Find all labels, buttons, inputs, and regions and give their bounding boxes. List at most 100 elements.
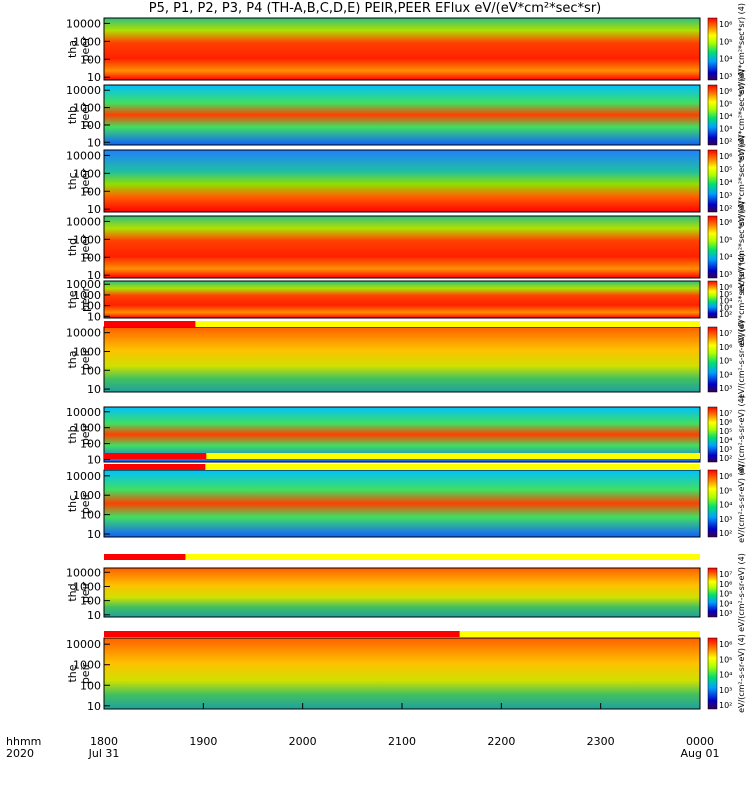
spectrogram-panel-thc-peir xyxy=(104,470,700,537)
colorbar xyxy=(707,637,718,710)
mode-bar-red xyxy=(104,453,207,459)
colorbar-tick-label: 10⁴ xyxy=(719,436,732,445)
panel-label-type: peer xyxy=(79,102,92,128)
colorbar-label: eV/(eV*cm²*sec*sr) (4) xyxy=(737,69,746,161)
x-tick-label: 2000 xyxy=(289,735,317,748)
x-tick-label: 2200 xyxy=(487,735,515,748)
colorbar-tick-label: 10⁴ xyxy=(719,671,732,680)
colorbar xyxy=(707,17,718,81)
colorbar-label: eV/(eV*cm²*sec*sr) (4) xyxy=(737,254,746,346)
x-axis-year-label: 2020 xyxy=(6,747,34,760)
colorbar xyxy=(707,280,718,319)
colorbar-tick-label: 10⁵ xyxy=(719,100,732,109)
y-tick-label: 10 xyxy=(87,136,101,149)
colorbar-tick-label: 10⁶ xyxy=(719,418,732,427)
colorbar-tick-label: 10⁷ xyxy=(719,329,732,338)
colorbar-label: eV/(eV*cm²*sec*sr) (4) xyxy=(737,3,746,95)
x-tick-label: 2300 xyxy=(587,735,615,748)
colorbar-tick-label: 10² xyxy=(719,310,732,319)
colorbar-tick-label: 10⁵ xyxy=(719,235,732,244)
y-tick-label: 10 xyxy=(87,454,101,467)
colorbar-tick-label: 10⁶ xyxy=(719,152,732,161)
mode-bar-red xyxy=(104,464,206,470)
panel-label-probe: tha xyxy=(66,40,79,58)
panel-frame xyxy=(103,215,701,279)
colorbar-tick-label: 10⁴ xyxy=(719,501,732,510)
spectrogram-panel-the-peer xyxy=(104,281,700,318)
y-tick-label: 1000 xyxy=(73,102,101,115)
y-tick-label: 1000 xyxy=(73,35,101,48)
y-tick-label: 10000 xyxy=(66,470,101,483)
colorbar xyxy=(707,567,718,618)
colorbar-tick-label: 10⁶ xyxy=(719,20,732,29)
panel-label-probe: thc xyxy=(66,495,79,512)
y-tick-label: 10000 xyxy=(66,278,101,291)
x-tick-label: 2100 xyxy=(388,735,416,748)
spectrogram-panel-tha-peer xyxy=(104,18,700,80)
x-tick-label: 0000 xyxy=(686,735,714,748)
colorbar-tick-label: 10³ xyxy=(719,303,732,312)
colorbar-tick-label: 10⁴ xyxy=(719,599,732,608)
panel-label-probe: tha xyxy=(66,350,79,368)
panel-label-probe: thb xyxy=(66,425,79,443)
panel-frame xyxy=(103,280,701,319)
panel-frame xyxy=(103,406,701,463)
panel-label-probe: thd xyxy=(66,583,79,601)
panel-label-type: peir xyxy=(79,581,92,603)
colorbar-tick-label: 10² xyxy=(719,454,732,463)
colorbar-label: eV/(eV*cm²*sec*sr) (4) xyxy=(737,201,746,293)
colorbar-tick-label: 10⁵ xyxy=(719,486,732,495)
panel-label-type: peer xyxy=(79,168,92,194)
panel-label-probe: thd xyxy=(66,238,79,256)
y-tick-label: 10 xyxy=(87,609,101,622)
y-tick-label: 1000 xyxy=(73,345,101,358)
x-tick-label: 1900 xyxy=(189,735,217,748)
y-tick-label: 100 xyxy=(80,53,101,66)
y-tick-label: 10000 xyxy=(66,566,101,579)
mode-bar-red xyxy=(104,554,186,560)
colorbar xyxy=(707,215,718,279)
y-tick-label: 10000 xyxy=(66,17,101,30)
colorbar-tick-label: 10⁴ xyxy=(719,370,732,379)
mode-bar-yellow xyxy=(104,453,700,459)
panel-label-type: peir xyxy=(79,662,92,684)
colorbar-tick-label: 10³ xyxy=(719,270,732,279)
colorbar-label: eV/(cm²-s-sr-eV) (4) xyxy=(737,320,746,399)
colorbar xyxy=(707,84,718,146)
y-tick-label: 10 xyxy=(87,71,101,84)
colorbar-tick-label: 10³ xyxy=(719,72,732,81)
mode-bar-yellow xyxy=(104,464,700,470)
colorbar-tick-label: 10⁵ xyxy=(719,655,732,664)
y-tick-label: 10 xyxy=(87,700,101,713)
colorbar-label: eV/(eV*cm²*sec*sr) (4) xyxy=(737,135,746,227)
y-tick-label: 1000 xyxy=(73,489,101,502)
y-tick-label: 100 xyxy=(80,251,101,264)
colorbar-tick-label: 10⁶ xyxy=(719,343,732,352)
colorbar-tick-label: 10⁵ xyxy=(719,290,732,299)
panel-frame xyxy=(103,17,701,81)
panel-label-probe: thc xyxy=(66,172,79,189)
spectrogram-panel-thc-peer xyxy=(104,150,700,212)
colorbar xyxy=(707,149,718,213)
spectrogram-panel-tha-peir xyxy=(104,327,700,392)
colorbar-tick-label: 10⁶ xyxy=(719,87,732,96)
colorbar-tick-label: 10⁴ xyxy=(719,253,732,262)
colorbar-label: eV/(cm²-s-sr-eV) (4) xyxy=(737,634,746,713)
colorbar xyxy=(707,406,718,463)
panel-label-type: peer xyxy=(79,287,92,313)
y-tick-label: 10000 xyxy=(66,327,101,340)
y-tick-label: 10 xyxy=(87,269,101,282)
panel-label-type: peir xyxy=(79,492,92,514)
y-tick-label: 1000 xyxy=(73,289,101,302)
spectrogram-panel-thb-peer xyxy=(104,85,700,145)
panel-label-probe: the xyxy=(66,290,79,308)
y-tick-label: 100 xyxy=(80,364,101,377)
colorbar-tick-label: 10⁴ xyxy=(719,178,732,187)
y-tick-label: 1000 xyxy=(73,580,101,593)
colorbar xyxy=(707,326,718,393)
colorbar-tick-label: 10³ xyxy=(719,191,732,200)
x-date-label: Aug 01 xyxy=(681,747,720,760)
colorbar-tick-label: 10³ xyxy=(719,686,732,695)
colorbar-tick-label: 10⁵ xyxy=(719,427,732,436)
colorbar-tick-label: 10⁵ xyxy=(719,37,732,46)
